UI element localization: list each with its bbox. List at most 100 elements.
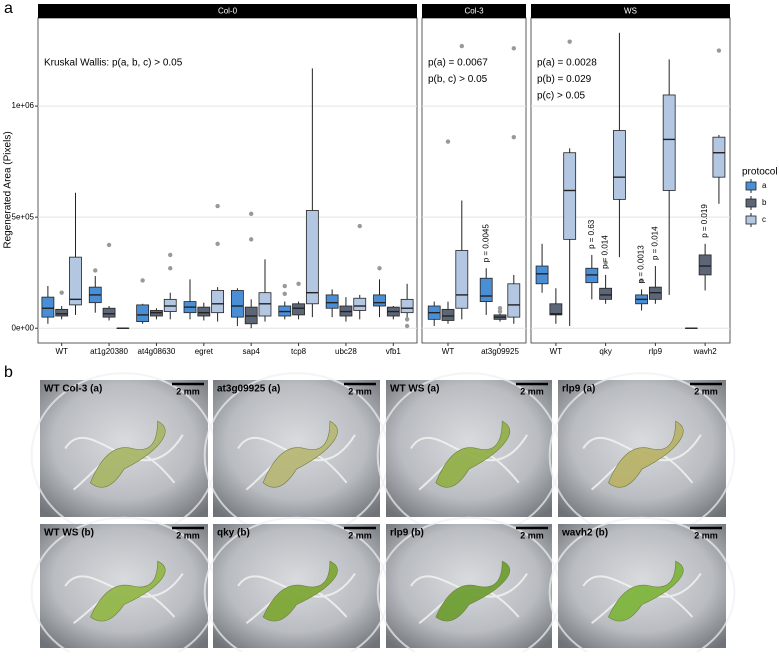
box xyxy=(326,295,338,308)
box xyxy=(480,278,492,301)
outlier xyxy=(215,242,219,246)
x-tick-label: at4g08630 xyxy=(138,347,176,356)
legend-label: a xyxy=(762,181,767,190)
outlier xyxy=(460,44,464,48)
photo: rlp9 (b) 2 mm xyxy=(378,518,561,652)
outlier xyxy=(567,39,571,43)
x-tick-label: tcp8 xyxy=(291,347,307,356)
p-value-label: p = 0.63 xyxy=(587,219,596,249)
outlier xyxy=(283,284,287,288)
outlier xyxy=(446,139,450,143)
scale-label: 2 mm xyxy=(694,386,718,396)
outlier xyxy=(512,46,516,50)
x-tick-label: rlp9 xyxy=(649,347,663,356)
photo-title: at3g09925 (a) xyxy=(217,384,280,395)
photo: WT WS (b) 2 mm xyxy=(32,518,217,652)
box xyxy=(212,290,224,312)
facet-note: p(a) = 0.0067 xyxy=(428,58,488,69)
photo-title: wavh2 (b) xyxy=(561,528,608,539)
scale-label: 2 mm xyxy=(694,530,718,540)
box xyxy=(508,284,520,317)
photo-title: WT WS (a) xyxy=(390,384,439,395)
x-tick-label: sap4 xyxy=(243,347,261,356)
box xyxy=(231,290,243,317)
facet-title: Col-3 xyxy=(464,7,484,16)
facet-note: p(b) = 0.029 xyxy=(537,74,592,85)
x-tick-label: egret xyxy=(195,347,214,356)
facet-note: p(a) = 0.0028 xyxy=(537,58,597,69)
outlier xyxy=(249,212,253,216)
legend-title: protocol xyxy=(742,167,778,178)
box xyxy=(137,305,149,322)
box xyxy=(42,297,54,317)
photo: WT Col-3 (a)2 mm xyxy=(32,373,217,537)
p-value-label: p = 0.014 xyxy=(650,226,659,260)
x-tick-label: wavh2 xyxy=(693,347,718,356)
photo-title: qky (b) xyxy=(217,528,250,539)
box xyxy=(56,309,68,316)
box xyxy=(198,307,210,316)
outlier xyxy=(283,292,287,296)
outlier xyxy=(512,135,516,139)
box xyxy=(699,255,711,275)
box xyxy=(536,266,548,284)
outlier xyxy=(107,243,111,247)
p-value-label: p = 0.0045 xyxy=(481,224,490,263)
box xyxy=(293,304,305,315)
x-tick-label: WT xyxy=(442,347,455,356)
photo-title: rlp9 (a) xyxy=(562,384,595,395)
box xyxy=(374,295,386,306)
y-tick-label: 5e+05 xyxy=(12,212,35,221)
y-tick-label: 0e+00 xyxy=(12,323,35,332)
photo: rlp9 (a) 2 mm xyxy=(550,373,735,537)
photo: at3g09925 (a) 2 mm xyxy=(205,373,389,537)
panel-label: a xyxy=(4,0,13,17)
photo: qky (b) 2 mm xyxy=(205,518,389,652)
box xyxy=(69,257,81,305)
x-tick-label: at3g09925 xyxy=(481,347,519,356)
scale-label: 2 mm xyxy=(176,530,200,540)
box xyxy=(401,299,413,312)
outlier xyxy=(377,266,381,270)
facet-note: p(c) > 0.05 xyxy=(537,91,586,102)
outlier xyxy=(405,324,409,328)
legend-label: c xyxy=(762,215,766,224)
outlier xyxy=(140,278,144,282)
box xyxy=(564,153,576,240)
scale-label: 2 mm xyxy=(348,530,372,540)
box xyxy=(713,137,725,177)
scale-label: 2 mm xyxy=(176,386,200,396)
outlier xyxy=(498,306,502,310)
facet-note: p(b, c) > 0.05 xyxy=(428,74,488,85)
outlier xyxy=(168,266,172,270)
scale-label: 2 mm xyxy=(520,530,544,540)
legend-key xyxy=(746,199,756,207)
outlier xyxy=(296,282,300,286)
photo: WT WS (a) 2 mm xyxy=(378,373,561,537)
outlier xyxy=(405,317,409,321)
x-tick-label: WT xyxy=(55,347,68,356)
x-tick-label: qky xyxy=(599,347,611,356)
outlier xyxy=(215,204,219,208)
box xyxy=(663,95,675,191)
scale-label: 2 mm xyxy=(348,386,372,396)
box xyxy=(354,298,366,310)
x-tick-label: vfb1 xyxy=(386,347,402,356)
photo: wavh2 (b) 2 mm xyxy=(550,518,735,652)
x-tick-label: WT xyxy=(550,347,563,356)
outlier xyxy=(93,268,97,272)
legend-label: b xyxy=(762,198,767,207)
p-value-label: p = 0.019 xyxy=(700,204,709,238)
panel-label: b xyxy=(4,364,13,381)
facet-title: Col-0 xyxy=(218,7,238,16)
y-axis-label: Regenerated Area (Pixels) xyxy=(3,131,14,248)
box xyxy=(600,288,612,299)
photo-title: WT WS (b) xyxy=(44,528,94,539)
outlier xyxy=(358,224,362,228)
facet-title: WS xyxy=(624,7,637,16)
box xyxy=(456,250,468,308)
p-value-label: p = 0.014 xyxy=(601,235,610,269)
photo-title: rlp9 (b) xyxy=(390,528,424,539)
legend-key xyxy=(746,182,756,190)
